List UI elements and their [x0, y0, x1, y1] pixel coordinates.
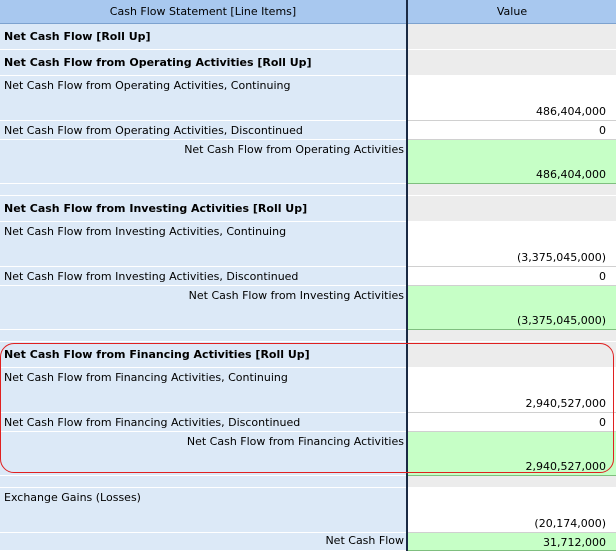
row-label-cell: Net Cash Flow from Financing Activities,… — [0, 413, 406, 432]
table-row-investing-total: Net Cash Flow from Investing Activities … — [0, 286, 616, 330]
row-label-cell: Net Cash Flow from Investing Activities,… — [0, 267, 406, 286]
row-label: Net Cash Flow from Operating Activities,… — [4, 79, 291, 92]
row-label-cell — [0, 476, 406, 488]
row-value-cell: (3,375,045,000) — [408, 286, 616, 330]
row-value-cell — [408, 342, 616, 368]
row-label-cell: Net Cash Flow [Roll Up] — [0, 24, 406, 50]
row-value: 31,712,000 — [543, 536, 606, 549]
row-label-cell: Net Cash Flow from Financing Activities — [0, 432, 406, 476]
table-row-operating-rollup: Net Cash Flow from Operating Activities … — [0, 50, 616, 76]
row-label: Net Cash Flow from Investing Activities … — [4, 202, 308, 215]
table-row-operating-total: Net Cash Flow from Operating Activities … — [0, 140, 616, 184]
row-value-cell — [408, 330, 616, 342]
row-label: Net Cash Flow [Roll Up] — [4, 30, 151, 43]
table-row-spacer — [0, 330, 616, 342]
value-column-header-text: Value — [496, 5, 528, 18]
row-value: 2,940,527,000 — [525, 397, 606, 410]
row-label-cell: Net Cash Flow from Operating Activities,… — [0, 121, 406, 140]
row-value-cell — [408, 50, 616, 76]
row-label-cell: Net Cash Flow from Investing Activities … — [0, 196, 406, 222]
row-label-cell: Net Cash Flow from Investing Activities — [0, 286, 406, 330]
row-label: Net Cash Flow from Operating Activities — [184, 143, 404, 156]
row-value-cell — [408, 184, 616, 196]
table-row-net-cash-flow-rollup: Net Cash Flow [Roll Up] — [0, 24, 616, 50]
column-divider — [406, 0, 408, 551]
row-value-cell — [408, 196, 616, 222]
row-value-cell: 0 — [408, 267, 616, 286]
row-value: (3,375,045,000) — [516, 314, 606, 327]
row-label-cell — [0, 184, 406, 196]
table-row-financing-discontinued: Net Cash Flow from Financing Activities,… — [0, 413, 616, 432]
table-row-operating-discontinued: Net Cash Flow from Operating Activities,… — [0, 121, 616, 140]
row-value: 0 — [599, 416, 606, 429]
row-label: Net Cash Flow from Financing Activities … — [4, 348, 310, 361]
row-value-cell: 2,940,527,000 — [408, 368, 616, 413]
row-value-cell: 31,712,000 — [408, 533, 616, 551]
row-value-cell: (3,375,045,000) — [408, 222, 616, 267]
label-column-header-text: Cash Flow Statement [Line Items] — [109, 5, 297, 18]
row-label-cell: Net Cash Flow from Financing Activities,… — [0, 368, 406, 413]
row-value: 486,404,000 — [536, 105, 606, 118]
row-value-cell: 2,940,527,000 — [408, 432, 616, 476]
table-row-investing-continuing: Net Cash Flow from Investing Activities,… — [0, 222, 616, 267]
table-row-financing-total: Net Cash Flow from Financing Activities … — [0, 432, 616, 476]
table-row-spacer — [0, 476, 616, 488]
row-label: Net Cash Flow — [325, 534, 404, 547]
row-label: Net Cash Flow from Investing Activities,… — [4, 225, 287, 238]
row-label-cell: Net Cash Flow from Investing Activities,… — [0, 222, 406, 267]
label-column-header[interactable]: Cash Flow Statement [Line Items] — [0, 0, 406, 24]
row-value-cell: 486,404,000 — [408, 76, 616, 121]
row-label: Net Cash Flow from Operating Activities … — [4, 56, 312, 69]
table-row-operating-continuing: Net Cash Flow from Operating Activities,… — [0, 76, 616, 121]
table-row-financing-continuing: Net Cash Flow from Financing Activities,… — [0, 368, 616, 413]
row-value-cell: 0 — [408, 121, 616, 140]
row-label: Net Cash Flow from Financing Activities — [186, 435, 404, 448]
row-value: (3,375,045,000) — [516, 251, 606, 264]
row-value-cell: 486,404,000 — [408, 140, 616, 184]
row-label-cell: Net Cash Flow from Operating Activities,… — [0, 76, 406, 121]
row-label-cell: Net Cash Flow from Operating Activities … — [0, 50, 406, 76]
row-value-cell: 0 — [408, 413, 616, 432]
row-label: Exchange Gains (Losses) — [4, 491, 141, 504]
row-label: Net Cash Flow from Operating Activities,… — [4, 124, 303, 137]
row-label-cell: Exchange Gains (Losses) — [0, 488, 406, 533]
row-label: Net Cash Flow from Investing Activities,… — [4, 270, 299, 283]
row-value-cell: (20,174,000) — [408, 488, 616, 533]
row-value-cell — [408, 24, 616, 50]
table-row-net-cash-flow: Net Cash Flow 31,712,000 — [0, 533, 616, 551]
row-label-cell — [0, 330, 406, 342]
table-row-spacer — [0, 184, 616, 196]
value-column-header[interactable]: Value — [408, 0, 616, 24]
table-row-financing-rollup: Net Cash Flow from Financing Activities … — [0, 342, 616, 368]
row-label-cell: Net Cash Flow from Operating Activities — [0, 140, 406, 184]
table-row-investing-rollup: Net Cash Flow from Investing Activities … — [0, 196, 616, 222]
row-label-cell: Net Cash Flow from Financing Activities … — [0, 342, 406, 368]
row-value-cell — [408, 476, 616, 488]
row-value: 0 — [599, 124, 606, 137]
table-row-investing-discontinued: Net Cash Flow from Investing Activities,… — [0, 267, 616, 286]
row-value: 0 — [599, 270, 606, 283]
row-label: Net Cash Flow from Financing Activities,… — [4, 371, 288, 384]
row-value: 2,940,527,000 — [525, 460, 606, 473]
row-value: 486,404,000 — [536, 168, 606, 181]
row-value: (20,174,000) — [534, 517, 606, 530]
row-label: Net Cash Flow from Investing Activities — [188, 289, 404, 302]
row-label-cell: Net Cash Flow — [0, 533, 406, 551]
row-label: Net Cash Flow from Financing Activities,… — [4, 416, 301, 429]
table-row-exchange-gains: Exchange Gains (Losses) (20,174,000) — [0, 488, 616, 533]
